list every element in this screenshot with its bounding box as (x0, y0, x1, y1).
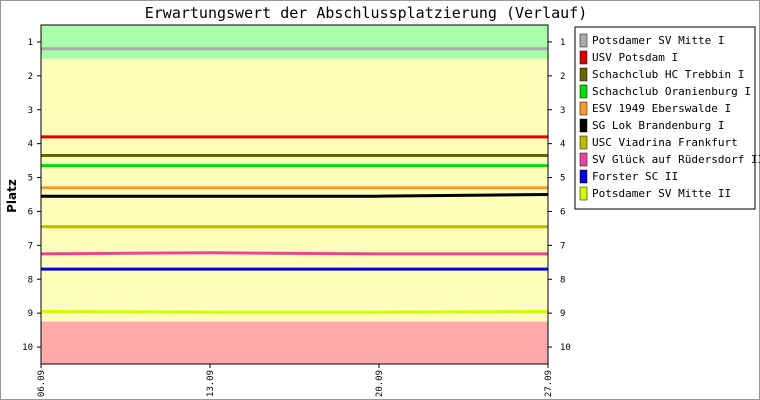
legend-swatch-6 (579, 135, 588, 150)
y-tick-label-right-8: 9 (560, 309, 565, 319)
legend-swatch-9 (579, 186, 588, 201)
legend-label-4: ESV 1949 Eberswalde I (592, 102, 731, 115)
axes: 1 1 2 2 3 3 4 4 5 5 6 6 7 7 8 8 9 9 10 10 06.09 13.09 20.09 27.… (22, 24, 571, 397)
y-tick-label-left-8: 9 (28, 309, 33, 319)
x-tick-label-0: 06.09 (37, 370, 47, 397)
y-tick-label-right-6: 7 (560, 241, 565, 251)
legend-label-8: Forster SC II (592, 170, 678, 183)
y-tick-label-left-0: 1 (28, 38, 33, 48)
legend-swatch-3 (579, 84, 588, 99)
legend: Potsdamer SV Mitte I USV Potsdam I Schachc… (574, 26, 760, 210)
legend-label-6: USC Viadrina Frankfurt (592, 136, 738, 149)
legend-label-7: SV Glück auf Rüdersdorf II (592, 153, 760, 166)
legend-label-9: Potsdamer SV Mitte II (592, 187, 731, 200)
legend-swatch-1 (579, 50, 588, 65)
y-tick-label-left-5: 6 (28, 207, 33, 217)
y-axis-label: Platz (5, 179, 19, 213)
legend-swatch-0 (579, 33, 588, 48)
legend-swatch-8 (579, 169, 588, 184)
legend-swatch-4 (579, 101, 588, 116)
y-tick-label-right-1: 2 (560, 72, 565, 82)
y-tick-label-right-5: 6 (560, 207, 565, 217)
legend-label-0: Potsdamer SV Mitte I (592, 34, 724, 47)
legend-swatch-5 (579, 118, 588, 133)
chart-title: Erwartungswert der Abschlussplatzierung … (145, 4, 588, 22)
legend-label-1: USV Potsdam I (592, 51, 678, 64)
legend-box (574, 26, 756, 210)
y-tick-label-left-7: 8 (28, 275, 33, 285)
band-1 (41, 58, 548, 322)
x-tick-label-1: 13.09 (206, 370, 216, 397)
series-lines (40, 47, 549, 314)
y-tick-label-left-9: 10 (22, 343, 33, 353)
legend-label-2: Schachclub HC Trebbin I (592, 68, 744, 81)
band-2 (41, 321, 548, 364)
x-tick-label-3: 27.09 (544, 370, 554, 397)
y-tick-label-right-3: 4 (560, 140, 565, 150)
y-tick-label-right-2: 3 (560, 106, 565, 116)
y-tick-label-left-4: 5 (28, 174, 33, 184)
y-tick-label-right-7: 8 (560, 275, 565, 285)
y-tick-label-right-0: 1 (560, 38, 565, 48)
series-line-7 (40, 251, 548, 256)
legend-label-5: SG Lok Brandenburg I (592, 119, 724, 132)
plot-frame (40, 24, 549, 365)
legend-swatch-2 (579, 67, 588, 82)
y-tick-label-left-1: 2 (28, 72, 33, 82)
y-tick-label-right-9: 10 (560, 343, 571, 353)
y-tick-label-left-3: 4 (28, 140, 33, 150)
series-line-9 (40, 309, 549, 314)
background-bands (41, 25, 548, 364)
series-line-5 (41, 193, 549, 198)
y-tick-label-left-6: 7 (28, 241, 33, 251)
x-tick-label-2: 20.09 (375, 370, 385, 397)
band-0 (41, 25, 548, 59)
legend-swatch-7 (579, 152, 588, 167)
y-tick-label-left-2: 3 (28, 106, 33, 116)
y-tick-label-right-4: 5 (560, 174, 565, 184)
legend-label-3: Schachclub Oranienburg I (592, 85, 751, 98)
